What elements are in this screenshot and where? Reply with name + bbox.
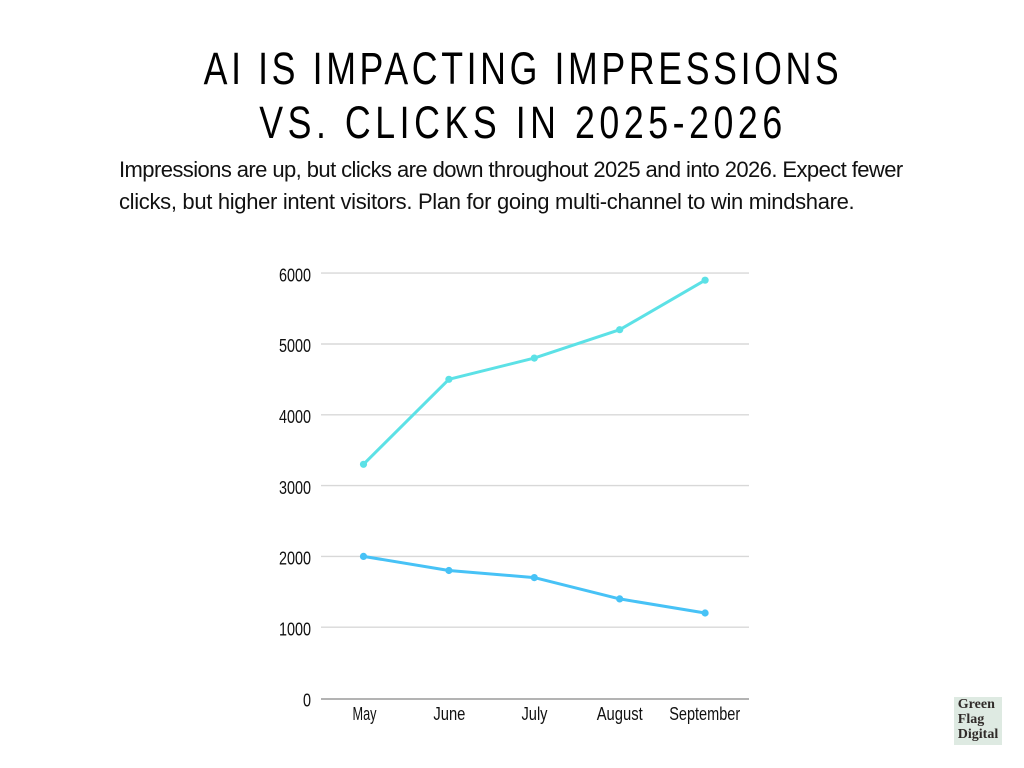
svg-text:4000: 4000 — [279, 407, 311, 427]
svg-text:3000: 3000 — [279, 478, 311, 498]
svg-text:2000: 2000 — [279, 549, 311, 569]
svg-text:July: July — [522, 704, 548, 724]
svg-text:6000: 6000 — [279, 265, 311, 285]
svg-text:August: August — [597, 704, 643, 724]
svg-text:September: September — [669, 704, 740, 724]
svg-text:1000: 1000 — [279, 619, 311, 639]
svg-text:5000: 5000 — [279, 336, 311, 356]
svg-text:June: June — [433, 704, 465, 724]
svg-text:0: 0 — [303, 691, 311, 711]
svg-text:May: May — [353, 704, 377, 724]
